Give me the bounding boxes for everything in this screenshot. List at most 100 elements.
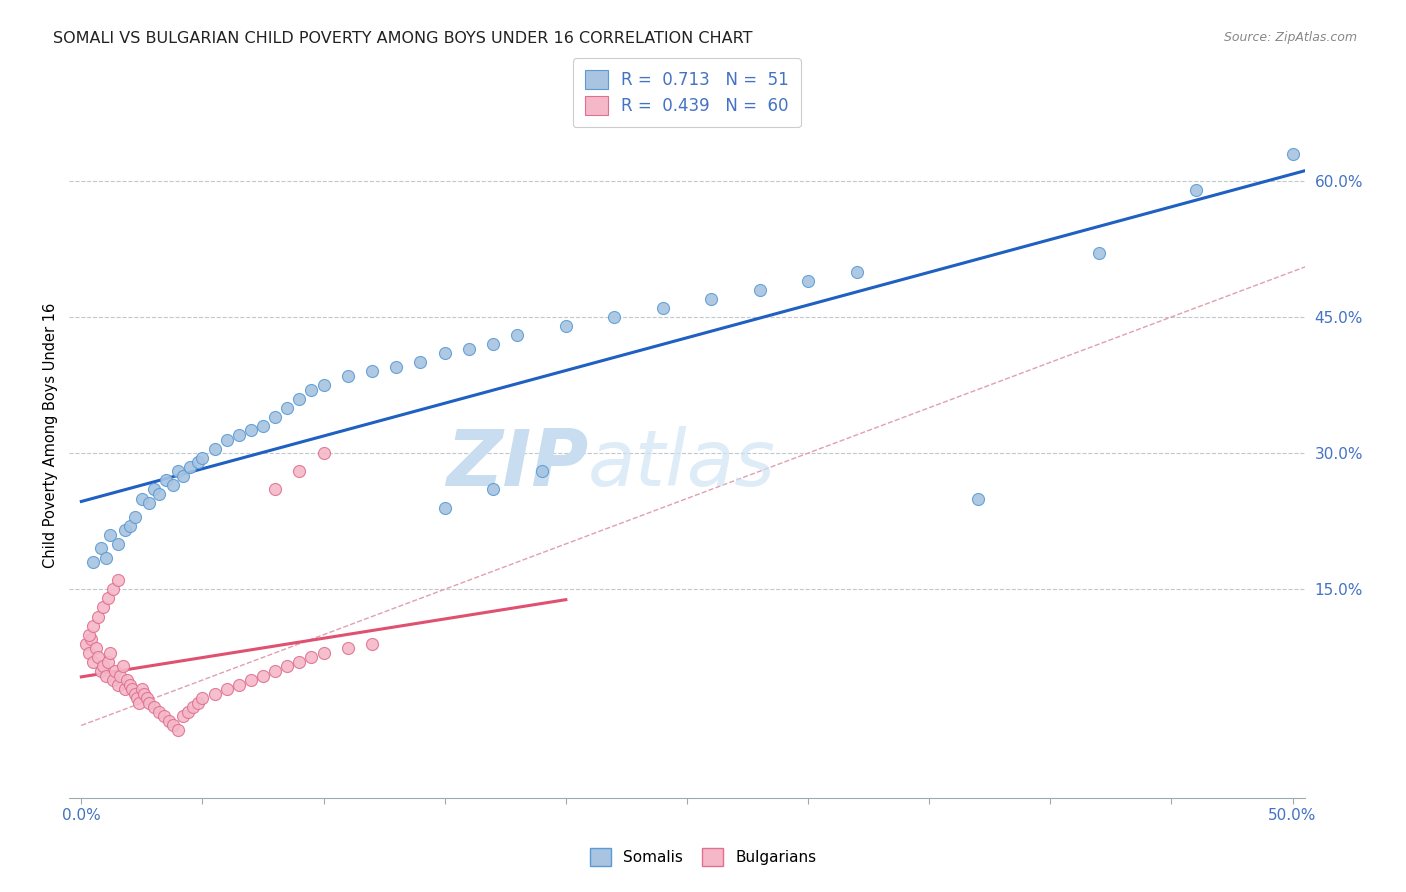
Point	[700, 292, 723, 306]
Point	[82, 618, 104, 632]
Point	[458, 342, 481, 356]
Point	[134, 687, 156, 701]
Point	[385, 359, 408, 374]
Point	[215, 682, 238, 697]
Point	[312, 646, 335, 660]
Point	[114, 523, 136, 537]
Point	[77, 628, 100, 642]
Point	[90, 541, 112, 556]
Point	[288, 392, 311, 406]
Point	[215, 433, 238, 447]
Point	[336, 641, 359, 656]
Point	[162, 478, 184, 492]
Point	[204, 687, 226, 701]
Point	[530, 464, 553, 478]
Point	[312, 446, 335, 460]
Point	[94, 550, 117, 565]
Point	[172, 468, 194, 483]
Point	[101, 673, 124, 687]
Point	[187, 455, 209, 469]
Point	[111, 659, 134, 673]
Point	[264, 409, 287, 424]
Point	[124, 687, 146, 701]
Point	[361, 364, 384, 378]
Point	[84, 641, 107, 656]
Point	[433, 346, 456, 360]
Point	[179, 459, 201, 474]
Point	[87, 609, 110, 624]
Point	[104, 664, 127, 678]
Text: Source: ZipAtlas.com: Source: ZipAtlas.com	[1223, 31, 1357, 45]
Point	[131, 491, 153, 506]
Point	[155, 474, 177, 488]
Point	[748, 283, 770, 297]
Point	[121, 682, 143, 697]
Text: SOMALI VS BULGARIAN CHILD POVERTY AMONG BOYS UNDER 16 CORRELATION CHART: SOMALI VS BULGARIAN CHILD POVERTY AMONG …	[53, 31, 754, 46]
Point	[152, 709, 174, 723]
Point	[181, 700, 204, 714]
Point	[118, 518, 141, 533]
Point	[361, 637, 384, 651]
Point	[75, 637, 97, 651]
Point	[252, 668, 274, 682]
Point	[107, 537, 129, 551]
Point	[177, 705, 200, 719]
Point	[91, 600, 114, 615]
Point	[100, 528, 122, 542]
Point	[87, 650, 110, 665]
Point	[651, 301, 673, 315]
Point	[409, 355, 432, 369]
Point	[312, 378, 335, 392]
Point	[239, 424, 262, 438]
Point	[143, 700, 166, 714]
Text: atlas: atlas	[588, 426, 776, 502]
Legend: Somalis, Bulgarians: Somalis, Bulgarians	[582, 841, 824, 873]
Point	[228, 428, 250, 442]
Point	[554, 319, 576, 334]
Point	[264, 664, 287, 678]
Point	[108, 668, 131, 682]
Point	[252, 418, 274, 433]
Text: ZIP: ZIP	[446, 426, 588, 502]
Point	[100, 646, 122, 660]
Point	[1281, 146, 1303, 161]
Point	[94, 668, 117, 682]
Point	[125, 691, 148, 706]
Point	[97, 591, 120, 606]
Point	[191, 450, 214, 465]
Point	[797, 274, 820, 288]
Point	[1087, 246, 1109, 260]
Point	[118, 677, 141, 691]
Point	[187, 696, 209, 710]
Point	[124, 509, 146, 524]
Y-axis label: Child Poverty Among Boys Under 16: Child Poverty Among Boys Under 16	[44, 302, 58, 567]
Point	[603, 310, 626, 324]
Point	[143, 483, 166, 497]
Point	[77, 646, 100, 660]
Point	[482, 337, 505, 351]
Point	[157, 714, 180, 728]
Point	[239, 673, 262, 687]
Point	[131, 682, 153, 697]
Legend: R =  0.713   N =  51, R =  0.439   N =  60: R = 0.713 N = 51, R = 0.439 N = 60	[574, 58, 801, 127]
Point	[482, 483, 505, 497]
Point	[288, 655, 311, 669]
Point	[148, 487, 170, 501]
Point	[97, 655, 120, 669]
Point	[228, 677, 250, 691]
Point	[138, 696, 160, 710]
Point	[107, 573, 129, 587]
Point	[167, 464, 190, 478]
Point	[162, 718, 184, 732]
Point	[966, 491, 988, 506]
Point	[845, 264, 868, 278]
Point	[114, 682, 136, 697]
Point	[336, 368, 359, 383]
Point	[117, 673, 139, 687]
Point	[135, 691, 157, 706]
Point	[276, 401, 298, 415]
Point	[288, 464, 311, 478]
Point	[204, 442, 226, 456]
Point	[264, 483, 287, 497]
Point	[301, 383, 323, 397]
